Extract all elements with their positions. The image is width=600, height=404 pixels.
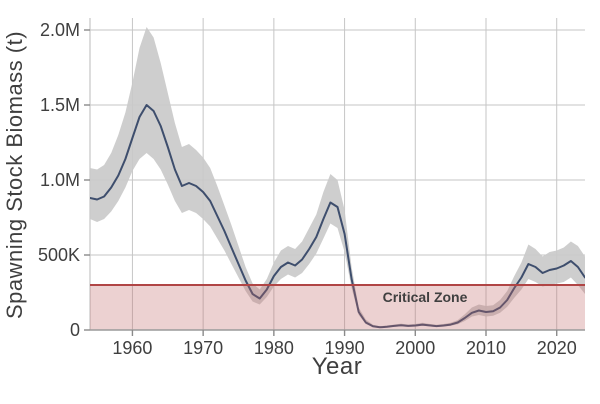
confidence-band <box>90 27 585 328</box>
x-tick-label: 2010 <box>466 338 506 358</box>
y-tick-label: 500K <box>38 245 80 265</box>
x-tick-label: 2020 <box>537 338 577 358</box>
y-tick-label: 0 <box>70 320 80 340</box>
y-tick-label: 2.0M <box>40 20 80 40</box>
y-tick-label: 1.5M <box>40 95 80 115</box>
x-tick-label: 1980 <box>254 338 294 358</box>
x-tick-label: 1960 <box>112 338 152 358</box>
confidence-band-area <box>90 27 585 328</box>
y-tick-label: 1.0M <box>40 170 80 190</box>
x-tick-label: 1990 <box>325 338 365 358</box>
y-axis-title: Spawning Stock Biomass (t) <box>2 31 27 319</box>
tick-labels: 1960 1970 1980 1990 2000 2010 2020 0 500K 1.0M 1.5… <box>38 20 577 358</box>
critical-zone <box>90 284 585 330</box>
x-tick-label: 2000 <box>395 338 435 358</box>
biomass-line <box>90 104 585 329</box>
x-tick-label: 1970 <box>183 338 223 358</box>
x-axis-title: Year <box>312 353 363 380</box>
biomass-line-path <box>90 104 585 329</box>
critical-zone-label: Critical Zone <box>383 289 468 305</box>
axes <box>84 29 585 336</box>
critical-zone-fill <box>90 285 585 330</box>
